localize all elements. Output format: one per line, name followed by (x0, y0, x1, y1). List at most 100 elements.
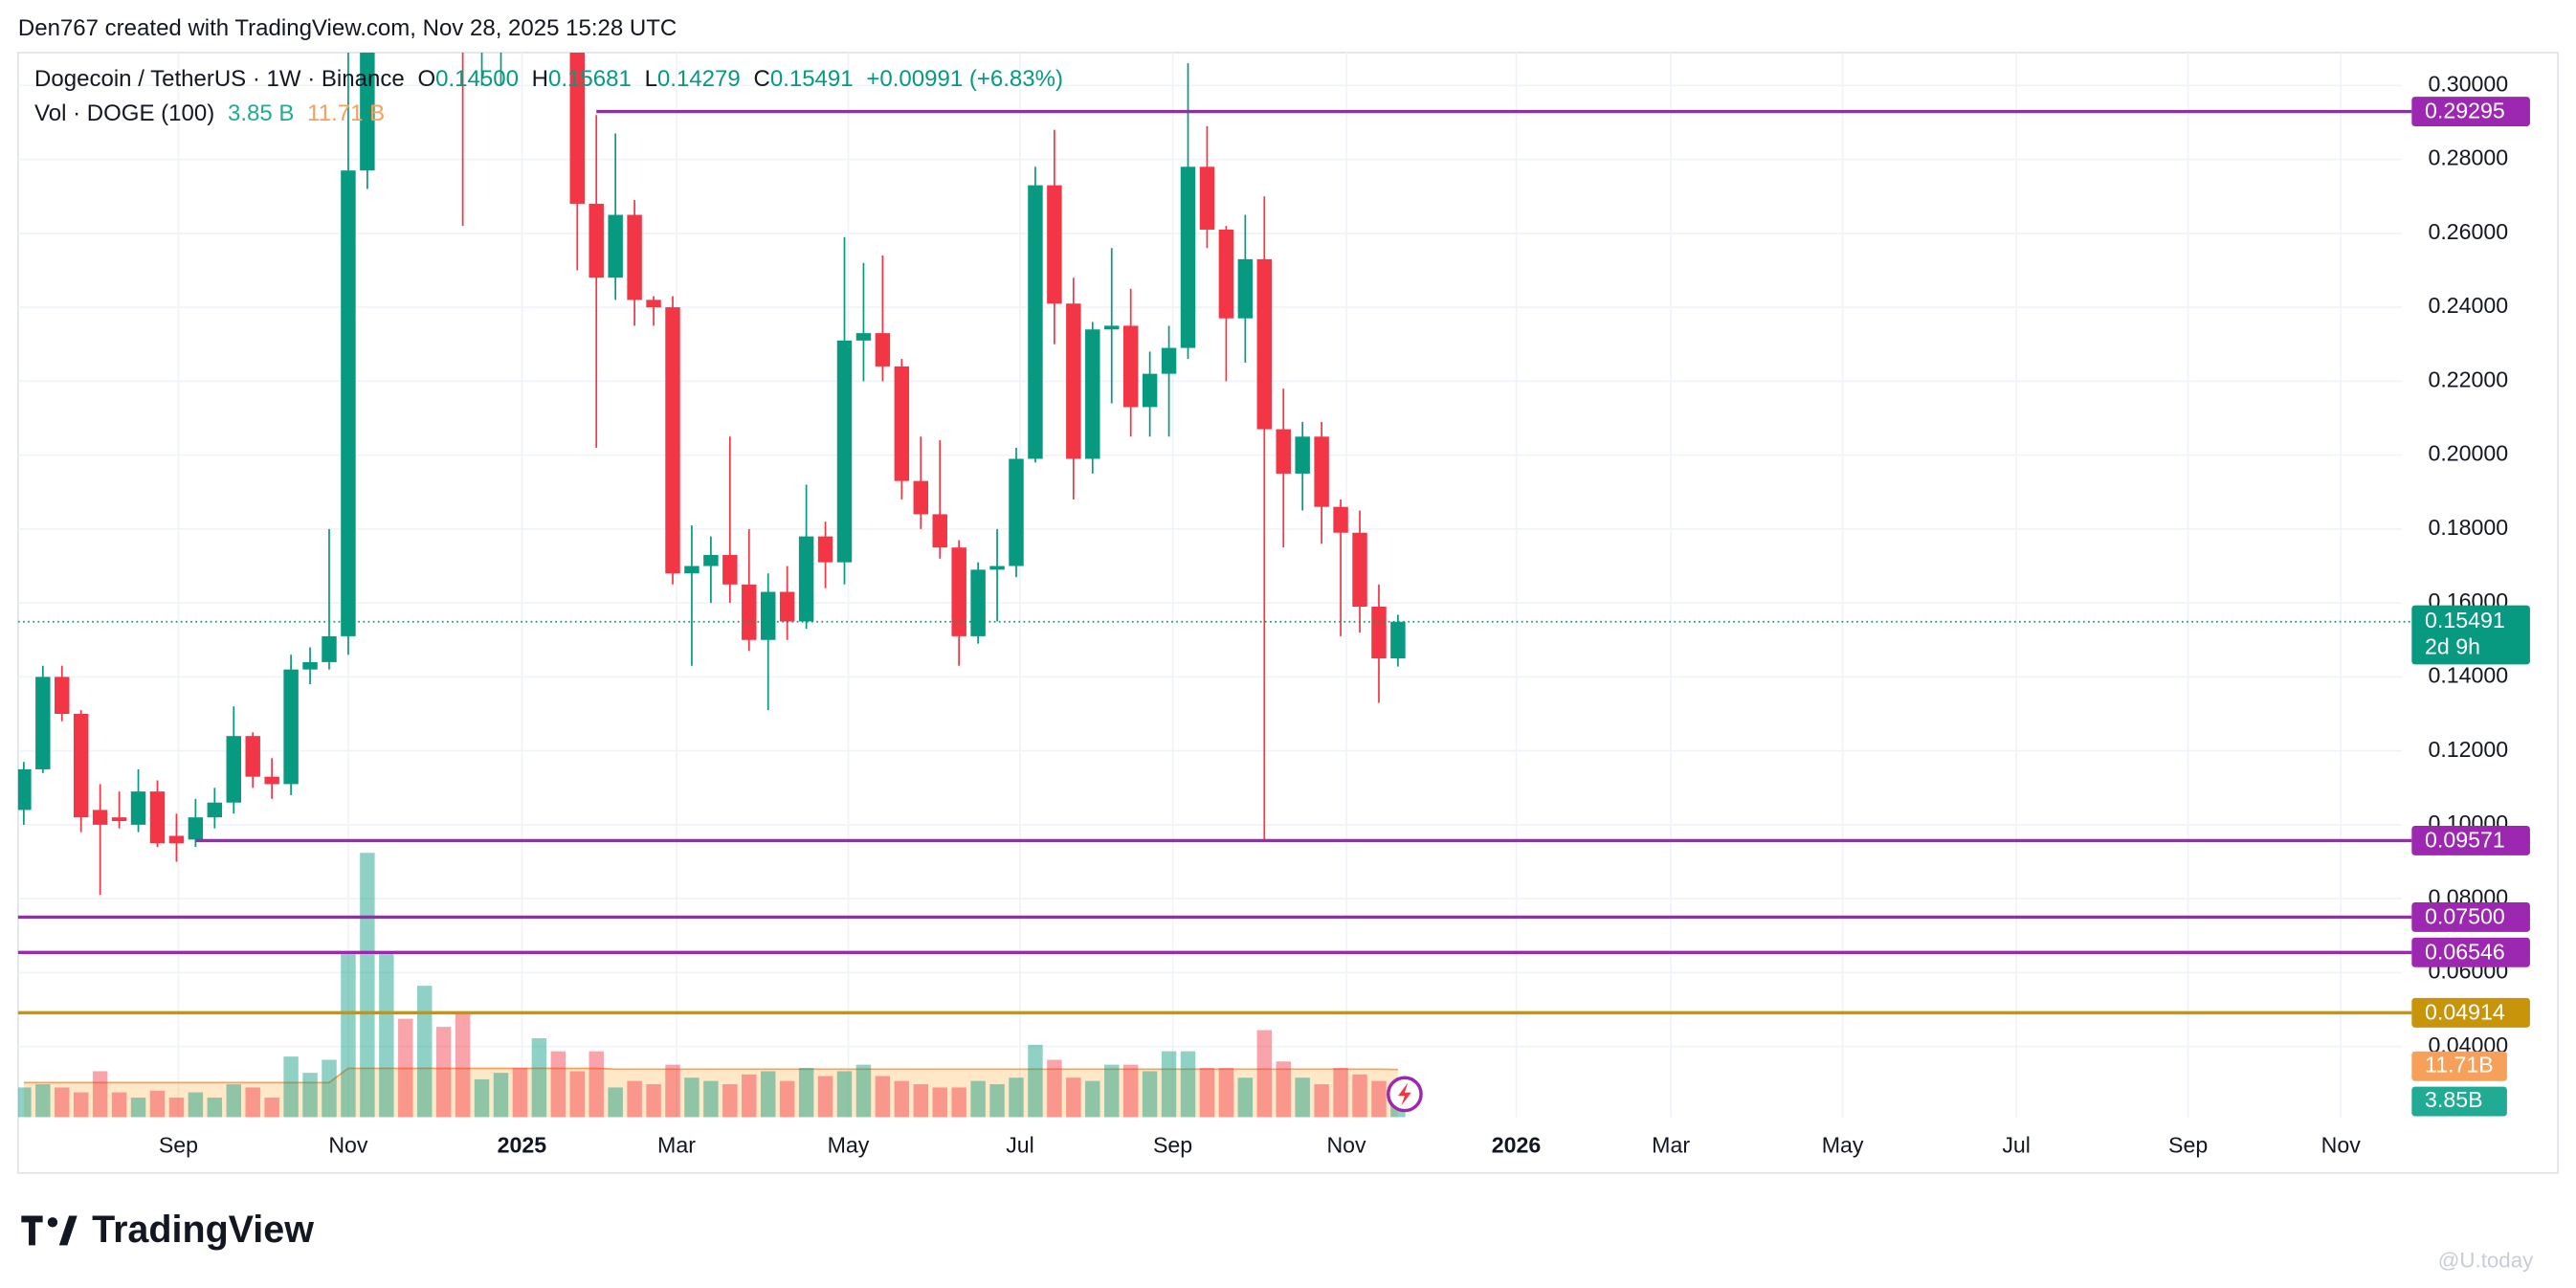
last-price-label: 0.15491 (2425, 608, 2505, 633)
candle-body (55, 677, 70, 715)
x-tick-label: Mar (1652, 1132, 1690, 1157)
volume-bar (1295, 1077, 1310, 1118)
candle-body (92, 810, 108, 825)
y-tick-label: 0.24000 (2428, 293, 2508, 318)
overlay: 0.040000.060000.080000.100000.120000.140… (17, 71, 2530, 1157)
volume-bar (360, 853, 375, 1118)
y-tick-label: 0.14000 (2428, 663, 2508, 688)
candle-body (130, 791, 146, 825)
volume-bar (855, 1064, 872, 1118)
candle-body (360, 52, 375, 171)
volume-bar (970, 1080, 986, 1118)
x-tick-label: Sep (1153, 1132, 1192, 1157)
candle-body (913, 480, 929, 515)
brand-logo: TradingView (21, 1209, 314, 1251)
legend-header: Dogecoin / TetherUS · 1W · Binance O0.145… (34, 66, 1063, 92)
x-tick-label: Mar (657, 1132, 696, 1157)
volume-bar (341, 952, 356, 1118)
candle-body (188, 817, 204, 840)
volume-bar (149, 1090, 166, 1118)
candle-body (932, 514, 947, 548)
candle-body (588, 203, 604, 278)
volume-bar (455, 1011, 471, 1118)
candle-body (1009, 458, 1024, 566)
candle-body (322, 635, 337, 662)
volume-bar (474, 1078, 490, 1118)
candle-body (168, 835, 185, 844)
countdown-label: 2d 9h (2425, 633, 2480, 658)
candle-body (17, 768, 32, 811)
grid (17, 52, 2403, 1118)
volume-bar (379, 952, 394, 1118)
level-label: 0.04914 (2425, 999, 2505, 1024)
y-tick-label: 0.20000 (2428, 441, 2508, 466)
volume-bar (569, 1071, 585, 1118)
candle-body (1352, 532, 1367, 607)
candle-body (798, 536, 814, 622)
x-tick-label: May (828, 1132, 870, 1157)
volume-bar (703, 1080, 719, 1118)
x-tick-label: Nov (1326, 1132, 1366, 1157)
level-badge (2411, 937, 2530, 967)
volume-bar (92, 1071, 108, 1118)
volume-bar (684, 1077, 700, 1118)
level-label: 0.07500 (2425, 903, 2505, 928)
volume-bar (398, 1018, 413, 1118)
candle-body (989, 566, 1005, 570)
y-tick-label: 0.26000 (2428, 219, 2508, 244)
candle-body (111, 817, 127, 822)
volume-bar (1180, 1051, 1196, 1118)
candle-body (951, 547, 966, 636)
x-tick-label: Sep (159, 1132, 198, 1157)
volume-bar (73, 1092, 89, 1118)
volume-ma-badge-label: 11.71B (2425, 1052, 2494, 1077)
volume-bar (168, 1098, 185, 1118)
candle-body (1047, 185, 1062, 304)
c-key: C (753, 66, 769, 92)
level-badge (2411, 902, 2530, 932)
plot-area (17, 52, 1406, 1118)
candle-body (35, 677, 51, 769)
volume-bar (493, 1073, 509, 1118)
volume-bar (531, 1038, 547, 1118)
level-badge (2411, 826, 2530, 855)
candle-body (1122, 325, 1139, 408)
volume-name: Vol · DOGE (100) (34, 101, 214, 127)
candle-body (569, 52, 585, 204)
volume-bar (111, 1092, 127, 1118)
volume-bar (322, 1059, 337, 1118)
candle-body (1333, 506, 1348, 533)
volume-ma-fill (23, 1068, 1398, 1118)
candle-body (665, 307, 680, 574)
candle-body (1295, 436, 1310, 474)
lightning-icon (1387, 1076, 1423, 1113)
y-tick-label: 0.28000 (2428, 145, 2508, 170)
volume-bar (779, 1080, 795, 1118)
candle-body (646, 300, 661, 308)
volume-bar (951, 1087, 966, 1118)
candle-body (836, 340, 853, 563)
change: +0.00991 (+6.83%) (866, 66, 1063, 92)
volume-bar (1161, 1051, 1177, 1118)
volume-bar (989, 1084, 1005, 1118)
volume-bar (1122, 1064, 1139, 1118)
volume-bar (302, 1073, 318, 1118)
volume-bar (1314, 1084, 1329, 1118)
candle-body (341, 170, 356, 636)
l-value: 0.14279 (657, 66, 741, 92)
volume-bar (588, 1051, 604, 1118)
volume-bar (550, 1051, 566, 1118)
volume-bar (836, 1071, 853, 1118)
candle-body (1085, 329, 1100, 459)
candle-body (894, 366, 910, 481)
candle-body (1161, 347, 1177, 374)
volume-bar (226, 1084, 241, 1118)
candle-body (1199, 167, 1215, 230)
volume-bar (188, 1092, 204, 1118)
volume-bar (55, 1087, 70, 1118)
candle-body (302, 661, 318, 670)
h-value: 0.15681 (548, 66, 632, 92)
candle-body (703, 554, 719, 566)
volume-ma-value: 11.71 B (307, 101, 385, 127)
